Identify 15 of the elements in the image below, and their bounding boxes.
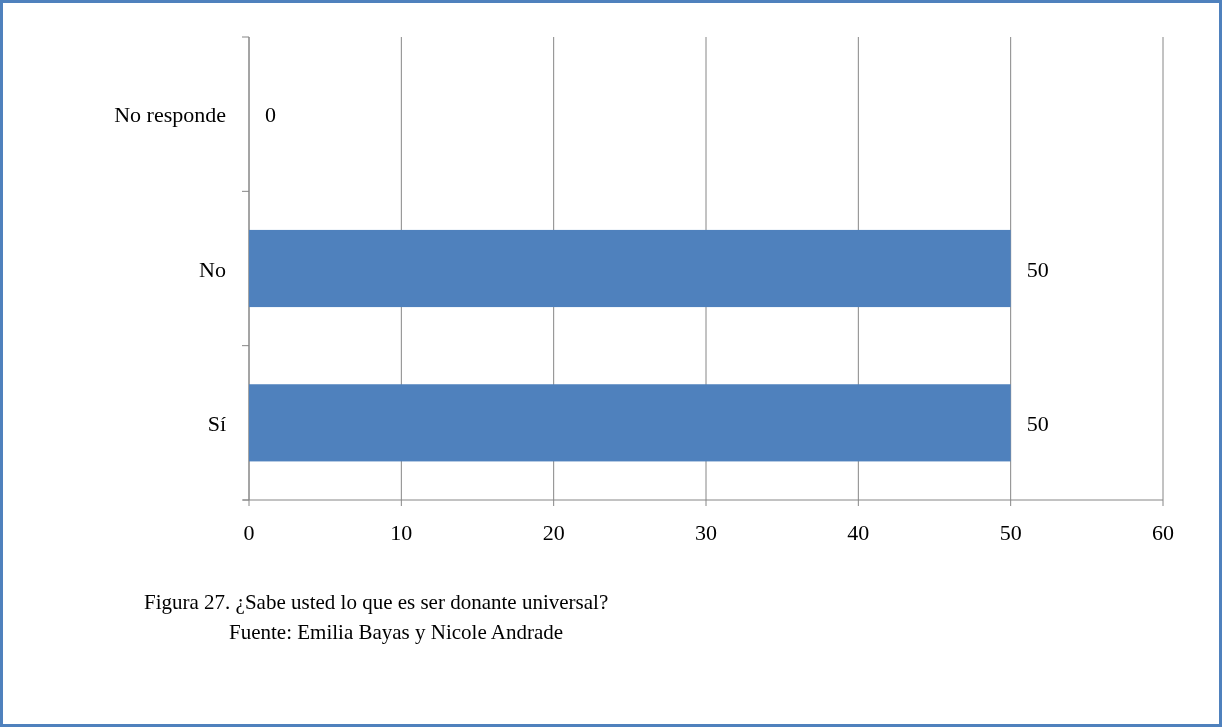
x-tick-label: 20: [542, 520, 565, 545]
data-label: 50: [1026, 256, 1049, 282]
x-tick-label: 30: [695, 520, 717, 545]
x-tick-label: 40: [847, 520, 870, 545]
data-label: 0: [265, 102, 276, 128]
x-tick-label: 60: [1152, 520, 1174, 545]
text: Figura 27. ¿Sabe usted lo que es ser donante universal?: [144, 590, 609, 614]
source-note: Fuente: Emilia Bayas y Nicole Andrade: [229, 620, 564, 644]
x-tick-label: 0: [243, 520, 255, 545]
x-tick-label: 50: [999, 520, 1022, 545]
x-tick-label: 10: [390, 520, 413, 545]
y-tick-label: Sí: [207, 410, 226, 436]
data-label: 50: [1026, 410, 1049, 436]
y-tick-label: No: [199, 256, 226, 282]
y-tick-label: No responde: [114, 102, 226, 128]
